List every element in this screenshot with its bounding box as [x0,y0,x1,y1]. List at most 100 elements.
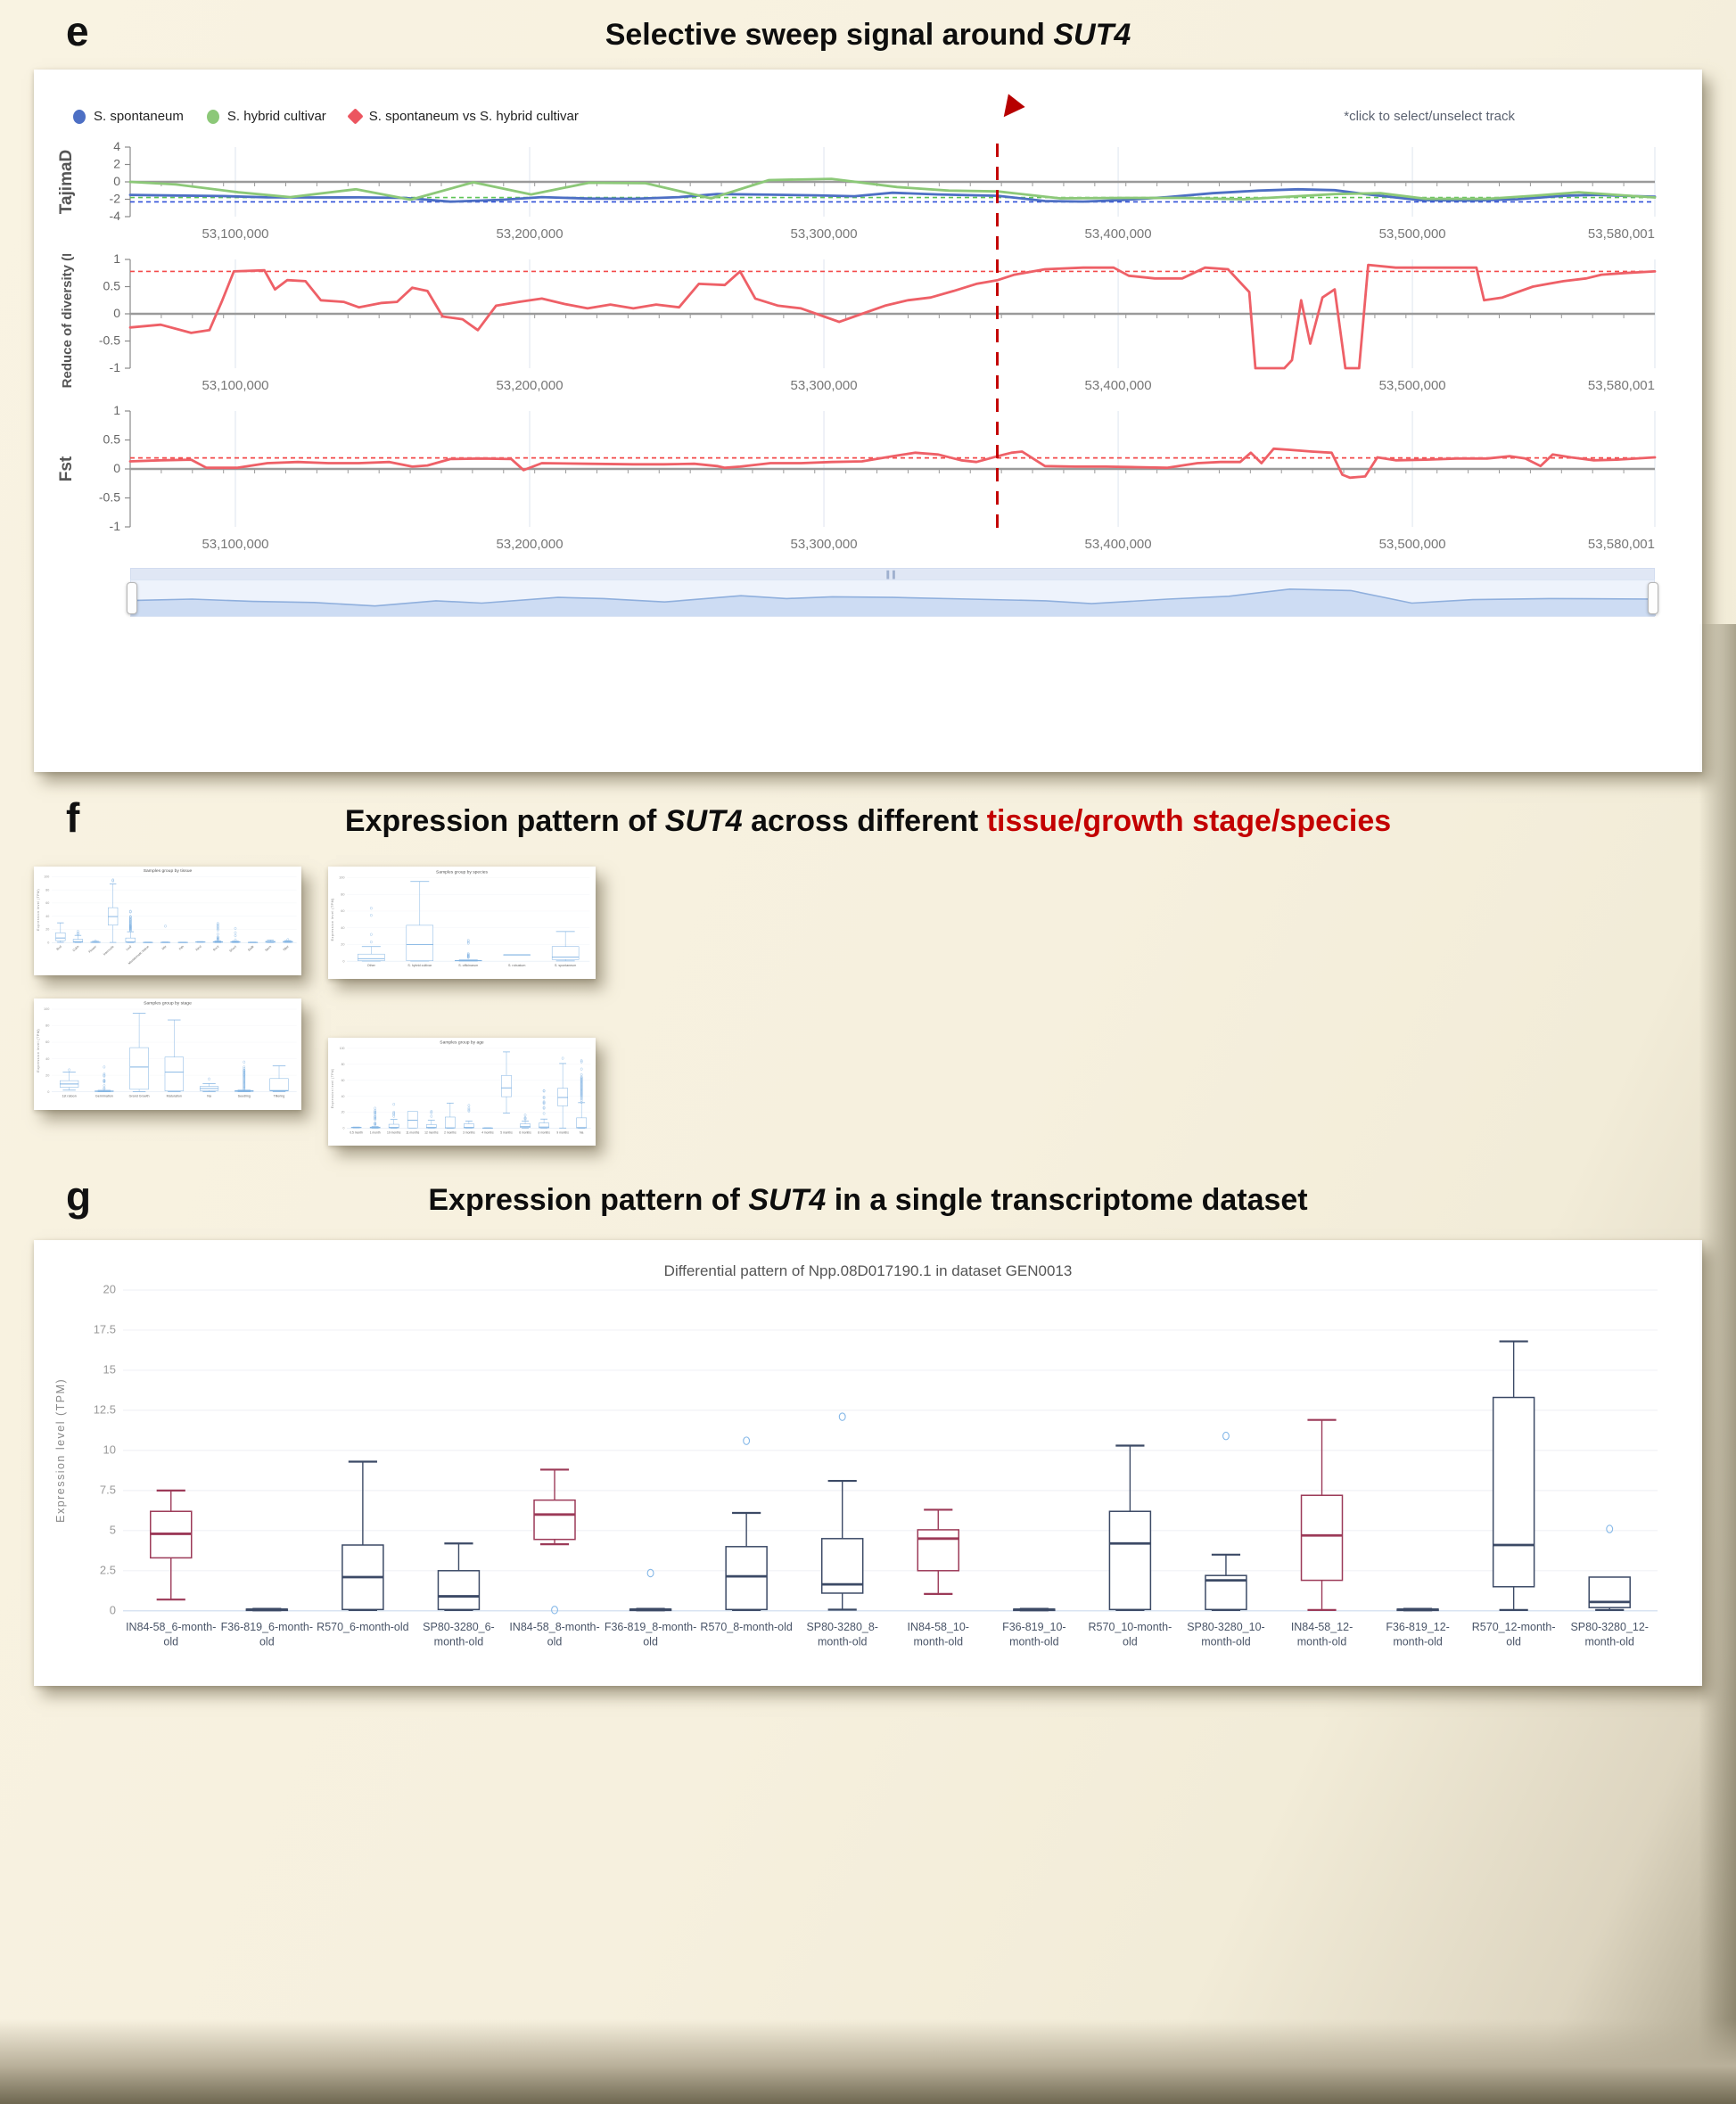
gen0013-box-2[interactable] [341,1460,384,1611]
gen0013-box-10[interactable] [1108,1444,1152,1611]
svg-text:3 months: 3 months [463,1130,475,1134]
svg-text:4 months: 4 months [481,1130,494,1134]
tissue-box-1[interactable] [72,930,84,943]
stage-box-6[interactable] [269,1065,289,1093]
svg-text:Tillering: Tillering [274,1095,285,1098]
tissue-box-10[interactable] [230,926,241,943]
stage-box-chart[interactable]: 0 20 40 60 80 100 Samples group by stage Expres… [34,999,301,1105]
stage-box-1[interactable] [95,1065,114,1093]
age-box-chart[interactable]: 0 20 40 60 80 100 Samples group by age Expressi… [328,1038,596,1141]
age-box-2[interactable] [388,1102,399,1129]
gen0013-box-14[interactable] [1492,1340,1535,1611]
svg-text:Rind: Rind [195,945,202,952]
age-box-10[interactable] [539,1089,549,1129]
svg-text:0.5: 0.5 [103,432,121,447]
svg-text:Na: Na [580,1130,583,1134]
gen0013-box-12[interactable] [1300,1418,1344,1611]
gen0013-box-0[interactable] [150,1489,193,1600]
navigator-left-handle[interactable] [127,582,137,614]
svg-text:53,400,000: 53,400,000 [1085,226,1152,242]
gen0013-box-6[interactable] [725,1436,768,1611]
legend-item-0[interactable]: S. spontaneum [73,109,184,124]
svg-text:IN84-58_12-: IN84-58_12- [1291,1620,1353,1632]
svg-text:0.5 month: 0.5 month [350,1130,363,1134]
svg-text:11 months: 11 months [406,1130,419,1134]
navigator-grip-icon[interactable]: ▌▌ [886,570,899,579]
age-box-8[interactable] [501,1051,512,1114]
tissue-box-0[interactable] [55,922,66,943]
svg-text:F36-819_12-: F36-819_12- [1386,1620,1450,1632]
age-box-12[interactable] [576,1058,588,1129]
gen0013-box-chart[interactable]: 0 2.5 5 7.5 10 12.5 15 17.5 20 Differential patte… [48,1251,1688,1668]
age-box-4[interactable] [425,1109,437,1129]
age-box-0[interactable] [350,1126,362,1129]
svg-text:53,580,001: 53,580,001 [1588,226,1655,242]
age-box-5[interactable] [444,1102,456,1129]
tissue-box-4[interactable] [125,909,136,943]
gen0013-box-3[interactable] [437,1541,481,1611]
tissue-box-13[interactable] [283,938,293,943]
svg-text:40: 40 [45,915,49,918]
species-box-0[interactable] [358,907,385,962]
age-box-9[interactable] [520,1113,531,1129]
species-box-4[interactable] [551,931,580,962]
species-box-2[interactable] [455,939,482,962]
stage-box-0[interactable] [60,1068,79,1091]
circle-swatch-icon [206,109,219,124]
svg-text:20: 20 [45,1074,49,1078]
species-box-1[interactable] [406,881,433,962]
navigator-minimap[interactable] [127,579,1658,617]
svg-text:60: 60 [341,1079,345,1082]
legend-item-1[interactable]: S. hybrid cultivar [206,109,326,124]
tissue-box-5[interactable] [143,941,153,943]
gen0013-box-4[interactable] [533,1468,576,1615]
navigator-area-chart[interactable] [130,580,1657,616]
legend-item-2[interactable]: S. spontaneum vs S. hybrid cultivar [347,108,579,125]
track-legend: S. spontaneum S. hybrid cultivar S. sponta… [73,108,579,125]
gen0013-box-15[interactable] [1588,1524,1631,1611]
gen0013-box-11[interactable] [1205,1431,1247,1611]
tissue-box-2[interactable] [90,939,101,943]
gen0013-box-7[interactable] [820,1412,864,1611]
tissue-box-9[interactable] [212,922,223,943]
svg-text:SP80-3280_6-: SP80-3280_6- [423,1620,495,1632]
gen0013-box-1[interactable] [245,1607,289,1612]
age-box-11[interactable] [557,1056,568,1129]
pi-track-chart[interactable]: 1 0.5 0 -0.5 -1 53,100,000 53,200,000 53,300,00… [48,254,1689,397]
fst-track-chart[interactable]: 1 0.5 0 -0.5 -1 53,100,000 53,200,000 53,300,00… [48,406,1689,555]
svg-text:Maturation: Maturation [167,1095,182,1098]
stage-box-5[interactable] [234,1061,254,1093]
svg-text:53,500,000: 53,500,000 [1379,226,1446,242]
age-box-3[interactable] [407,1111,418,1129]
svg-text:-0.5: -0.5 [99,333,120,348]
tissue-box-6[interactable] [160,925,171,943]
tissue-box-7[interactable] [177,941,188,943]
svg-text:month-old: month-old [1393,1635,1443,1648]
stage-box-4[interactable] [199,1078,219,1093]
gen0013-box-9[interactable] [1013,1607,1056,1612]
tajimad-track-chart[interactable]: 4 2 0 -2 -4 53,100,000 53,200,000 53,300,000 53,… [48,142,1689,245]
navigator-scrollbar[interactable]: ▌▌ [130,568,1655,579]
age-box-6[interactable] [464,1104,474,1129]
region-navigator[interactable]: ▌▌ [127,568,1658,617]
gen0013-box-8[interactable] [917,1508,960,1595]
gen0013-box-13[interactable] [1396,1607,1439,1612]
tissue-box-3[interactable] [108,878,119,943]
svg-text:0: 0 [47,941,49,944]
svg-text:SP80-3280_8-: SP80-3280_8- [806,1620,878,1632]
svg-text:12.5: 12.5 [94,1402,116,1416]
tissue-box-8[interactable] [195,941,206,943]
stage-box-2[interactable] [129,1013,149,1093]
svg-text:old: old [1506,1635,1521,1648]
tissue-box-11[interactable] [248,941,259,943]
navigator-right-handle[interactable] [1648,582,1658,614]
tissue-box-chart[interactable]: 0 20 40 60 80 100 Samples group by tissue Expre… [34,867,301,971]
age-box-1[interactable] [369,1106,381,1129]
age-box-7[interactable] [482,1127,493,1129]
gen0013-box-5[interactable] [629,1568,672,1612]
svg-text:0: 0 [113,461,120,475]
svg-text:Shoot: Shoot [229,945,237,953]
tissue-box-12[interactable] [265,939,276,943]
stage-box-3[interactable] [164,1019,184,1093]
species-box-chart[interactable]: 0 20 40 60 80 100 Samples group by species Expr… [328,867,596,974]
